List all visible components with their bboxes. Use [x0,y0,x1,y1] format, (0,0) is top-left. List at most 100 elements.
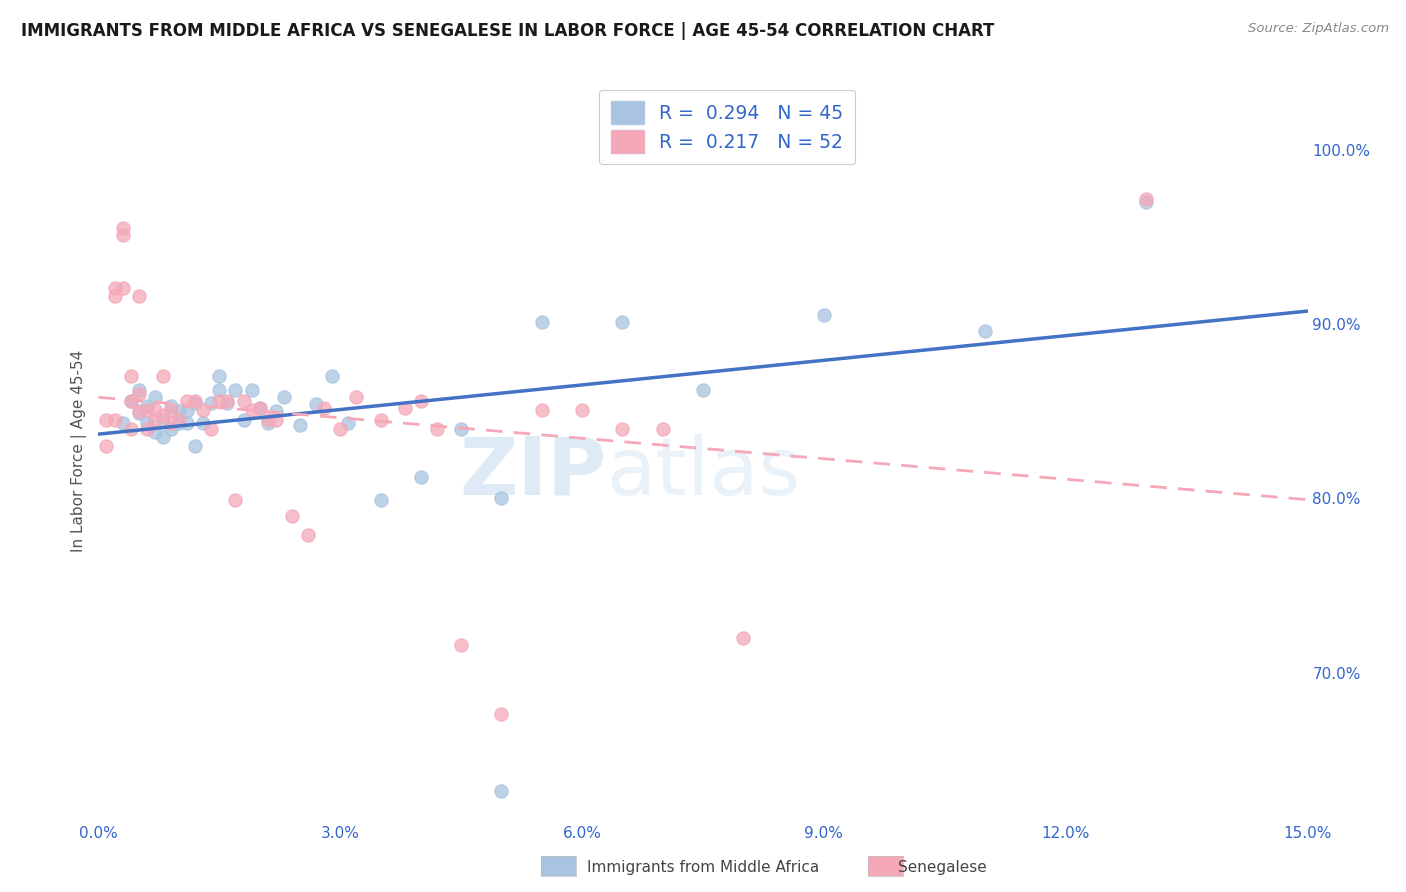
Point [103,280,125,294]
Point [120,422,142,436]
Point [160,402,183,417]
Point [103,289,125,303]
Point [450,638,472,652]
Point [612,315,634,329]
Point [111,280,134,294]
Point [491,491,513,506]
Text: Senegalese: Senegalese [897,860,987,874]
Point [612,422,634,436]
Point [409,393,432,408]
Point [120,369,142,384]
Point [1135,195,1157,210]
Point [314,401,336,415]
Point [128,384,150,398]
Point [96,439,118,453]
Point [143,413,166,427]
Point [152,430,174,444]
Point [337,417,360,431]
Point [426,422,449,436]
Point [249,401,271,415]
Point [120,393,142,408]
Point [281,508,304,523]
Point [120,393,142,408]
Point [135,417,157,431]
Point [217,395,239,409]
Point [370,413,392,427]
Point [491,784,513,798]
Point [297,528,319,542]
Point [111,228,134,243]
Point [344,390,367,404]
Point [160,422,183,436]
Point [224,384,246,398]
Point [733,631,755,645]
Point [305,397,328,411]
Point [160,399,183,413]
Text: IMMIGRANTS FROM MIDDLE AFRICA VS SENEGALESE IN LABOR FORCE | AGE 45-54 CORRELATI: IMMIGRANTS FROM MIDDLE AFRICA VS SENEGAL… [21,22,994,40]
Point [128,289,150,303]
Point [167,413,190,427]
Point [176,404,198,418]
Point [273,390,295,404]
Point [208,369,231,384]
Point [167,417,190,431]
Point [692,384,714,398]
Point [128,387,150,401]
Point [200,395,222,409]
Point [143,402,166,417]
Point [193,402,215,417]
Point [135,399,157,413]
Text: atlas: atlas [606,434,800,512]
Point [152,369,174,384]
Point [240,384,263,398]
Point [217,393,239,408]
Y-axis label: In Labor Force | Age 45-54: In Labor Force | Age 45-54 [72,350,87,551]
Point [128,406,150,420]
Point [450,422,472,436]
Point [184,395,207,409]
Point [96,413,118,427]
Point [530,315,553,329]
Point [288,418,311,433]
Point [200,422,222,436]
Point [111,221,134,235]
Point [491,707,513,722]
Point [530,402,553,417]
Point [974,324,997,338]
Point [176,393,198,408]
Point [651,422,673,436]
Point [256,417,278,431]
Point [394,401,416,415]
Point [208,393,231,408]
Text: Source: ZipAtlas.com: Source: ZipAtlas.com [1249,22,1389,36]
Point [128,404,150,418]
Point [321,369,343,384]
Point [264,413,287,427]
Point [232,393,254,408]
Point [409,470,432,484]
Point [224,493,246,508]
Point [135,402,157,417]
Point [249,401,271,415]
Point [232,413,254,427]
Point [143,425,166,439]
Point [135,422,157,436]
Point [184,393,207,408]
Point [1135,192,1157,206]
Legend: R =  0.294   N = 45, R =  0.217   N = 52: R = 0.294 N = 45, R = 0.217 N = 52 [599,90,855,164]
Point [193,417,215,431]
Point [370,493,392,508]
Point [256,413,278,427]
Point [152,408,174,422]
Point [264,404,287,418]
Point [184,439,207,453]
Point [152,413,174,427]
Point [813,309,835,323]
Point [329,422,352,436]
Point [160,417,183,431]
Point [103,413,125,427]
Point [208,384,231,398]
Text: Immigrants from Middle Africa: Immigrants from Middle Africa [586,860,820,874]
Point [143,390,166,404]
Point [240,402,263,417]
